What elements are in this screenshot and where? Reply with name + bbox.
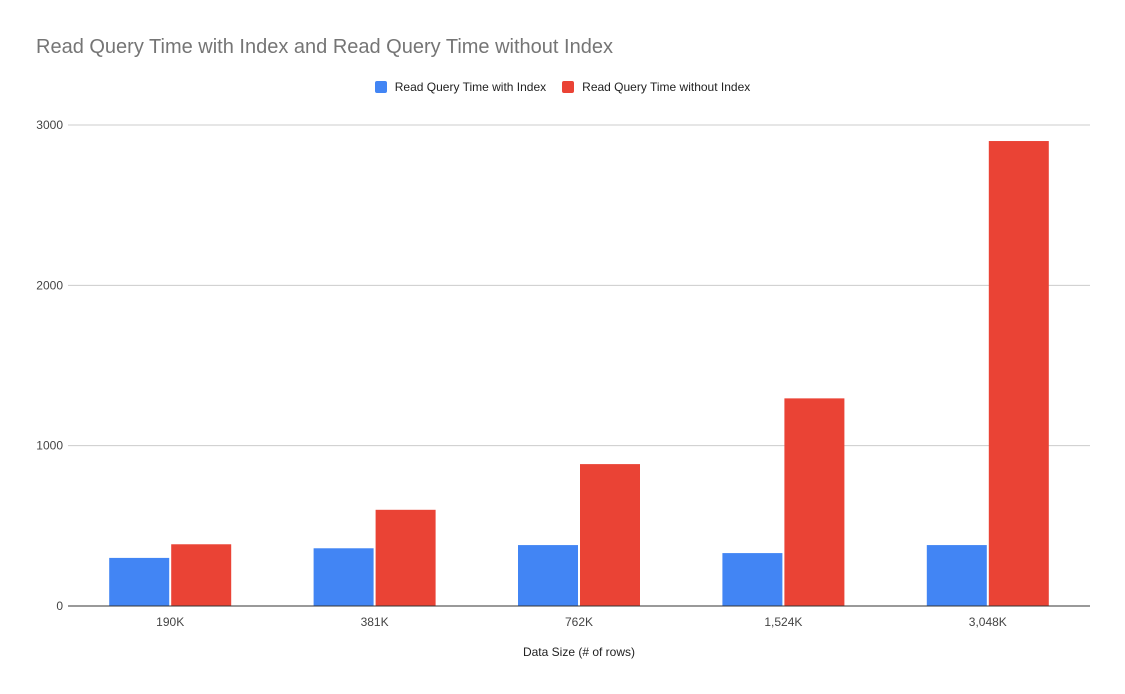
- legend-item-with-index: Read Query Time with Index: [374, 80, 547, 94]
- legend-label-without-index: Read Query Time without Index: [582, 80, 751, 94]
- x-tick-label: 3,048K: [969, 615, 1007, 629]
- y-tick-label: 1000: [36, 439, 63, 453]
- y-tick-label: 2000: [36, 278, 63, 292]
- gridlines: [68, 124, 1090, 447]
- bar-without-index-0: [171, 544, 232, 606]
- bar-with-index-0: [109, 557, 170, 606]
- bar-without-index-3: [784, 398, 845, 606]
- x-tick-label: 1,524K: [764, 615, 802, 629]
- y-tick-label: 0: [56, 599, 63, 613]
- bar-with-index-1: [313, 548, 374, 606]
- bar-without-index-1: [375, 509, 436, 606]
- x-tick-label: 381K: [361, 615, 389, 629]
- bar-with-index-2: [518, 545, 578, 606]
- y-tick-label: 3000: [36, 118, 63, 132]
- legend: Read Query Time with Index Read Query Ti…: [0, 80, 1125, 94]
- bar-with-index-4: [926, 545, 987, 606]
- bar-with-index-3: [722, 553, 783, 606]
- chart-title: Read Query Time with Index and Read Quer…: [36, 36, 613, 58]
- axes: 0 1000 2000 3000 190K 381K 762K 1,524K 3,048K: [36, 118, 1090, 629]
- bars: [109, 141, 1049, 607]
- legend-label-with-index: Read Query Time with Index: [394, 80, 547, 94]
- x-axis-title: Data Size (# of rows): [523, 645, 635, 659]
- bar-without-index-4: [988, 141, 1049, 607]
- legend-swatch-without-index: [562, 81, 575, 93]
- legend-item-without-index: Read Query Time without Index: [562, 80, 750, 94]
- x-tick-label: 190K: [156, 615, 184, 629]
- bar-without-index-2: [580, 464, 640, 606]
- legend-swatch-with-index: [374, 81, 387, 93]
- x-tick-label: 762K: [565, 615, 593, 629]
